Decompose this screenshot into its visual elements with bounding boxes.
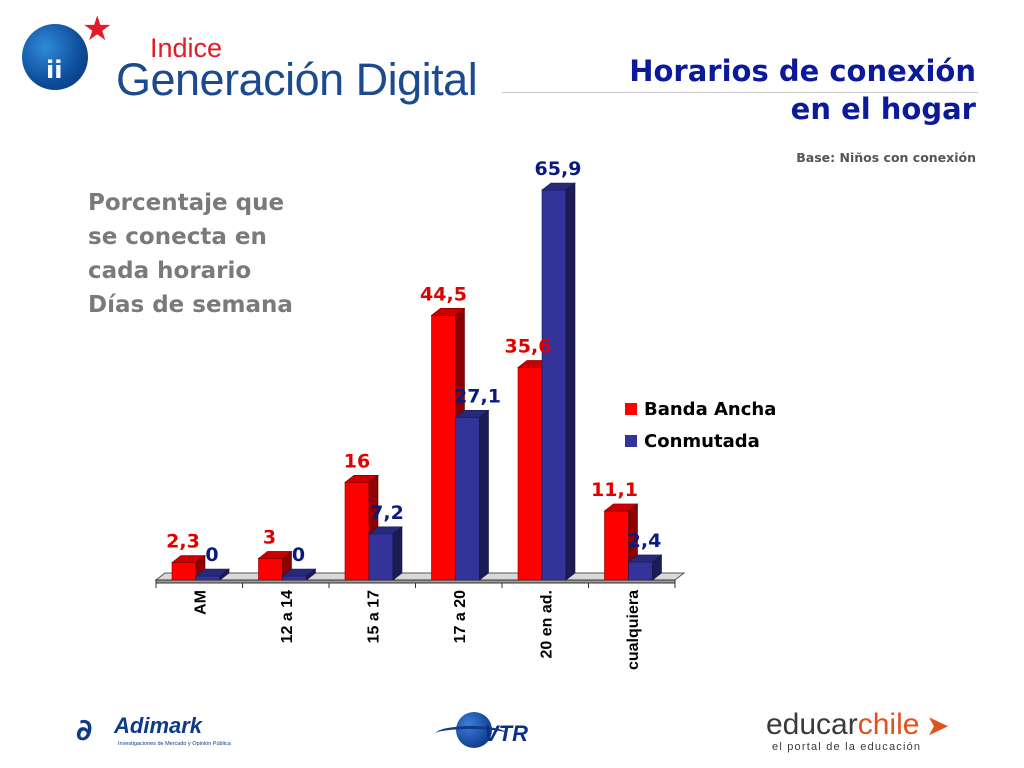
legend-label-conmutada: Conmutada (644, 431, 760, 452)
x-tick-label-0: AM (192, 590, 209, 615)
bar-conmutada-5 (627, 554, 663, 581)
description-line-3: cada horario (88, 258, 252, 284)
data-label-banda-ancha-5: 11,1 (591, 479, 638, 501)
data-label-conmutada-5: 2,4 (628, 530, 662, 552)
children-figures-icon: ii (46, 56, 63, 84)
title-line-2: en el hogar (790, 92, 976, 126)
vtr-name: VTR (484, 721, 528, 746)
bar-banda-ancha-1 (257, 550, 293, 581)
data-label-conmutada-2: 7,2 (370, 502, 404, 524)
star-icon: ★ (82, 9, 113, 49)
educarchile-name: educarchile (766, 708, 919, 742)
chart-bars (171, 182, 663, 581)
educarchile-logo: educarchile ➤ el portal de la educación (766, 708, 956, 758)
educarchile-arrow-icon: ➤ (926, 709, 950, 742)
data-label-banda-ancha-3: 44,5 (420, 283, 467, 305)
vtr-swoosh-icon (436, 726, 506, 741)
x-tick-label-5: cualquiera (625, 590, 642, 670)
chart-x-tick-labels: AM 12 a 14 15 a 17 17 a 20 20 en ad. cualquie… (192, 590, 642, 670)
data-label-banda-ancha-4: 35,6 (505, 335, 552, 357)
floor-front (155, 579, 676, 584)
data-label-banda-ancha-1: 3 (263, 526, 276, 548)
educar-text: educar (766, 708, 858, 741)
description-line-2: se conecta en (88, 224, 267, 250)
x-tick-label-3: 17 a 20 (452, 590, 469, 643)
bar-conmutada-3 (454, 409, 490, 581)
title-line-1: Horarios de conexión (629, 54, 976, 88)
description-line-1: Porcentaje que (88, 190, 285, 216)
bar-conmutada-1 (281, 568, 317, 581)
bar-conmutada-0 (195, 568, 230, 581)
base-note: Base: Niños con conexión (796, 150, 976, 165)
globe-logo-icon (22, 24, 88, 90)
chart-description: Porcentaje que se conecta en cada horari… (88, 186, 293, 322)
vtr-logo: VTR (436, 708, 556, 754)
legend-swatch-banda-ancha (625, 403, 637, 415)
bar-conmutada-2 (368, 526, 403, 581)
chart-legend: Banda Ancha Conmutada (625, 399, 776, 452)
data-label-conmutada-4: 65,9 (535, 158, 582, 180)
legend-label-banda-ancha: Banda Ancha (644, 399, 776, 420)
description-line-4: Días de semana (88, 292, 293, 318)
x-tick-label-2: 15 a 17 (365, 590, 382, 643)
legend-swatch-conmutada (625, 435, 637, 447)
data-label-banda-ancha-2: 16 (344, 450, 370, 472)
adimark-tagline: Investigaciones de Mercado y Opinión Púb… (118, 741, 231, 747)
adimark-logo: ∂ Adimark Investigaciones de Mercado y O… (76, 713, 231, 754)
x-tick-label-1: 12 a 14 (279, 590, 296, 643)
x-tick-label-4: 20 en ad. (538, 590, 555, 658)
data-label-conmutada-3: 27,1 (454, 385, 501, 407)
adimark-mark-icon: ∂ (76, 713, 93, 748)
educarchile-tagline: el portal de la educación (772, 741, 922, 753)
logo-generacion-digital-text: Generación Digital (116, 54, 478, 105)
slide-title: Horarios de conexión en el hogar (629, 52, 976, 128)
bar-conmutada-4 (541, 182, 576, 581)
indice-generacion-digital-logo: ii ★ Indice Generación Digital (22, 9, 478, 104)
title-divider (502, 92, 978, 93)
logo-indice-text: Indice (150, 33, 223, 63)
chile-text: chile (857, 708, 920, 741)
data-label-banda-ancha-0: 2,3 (166, 531, 200, 553)
data-label-conmutada-1: 0 (292, 544, 305, 566)
data-label-conmutada-0: 0 (205, 544, 218, 566)
adimark-name: Adimark (114, 713, 203, 738)
